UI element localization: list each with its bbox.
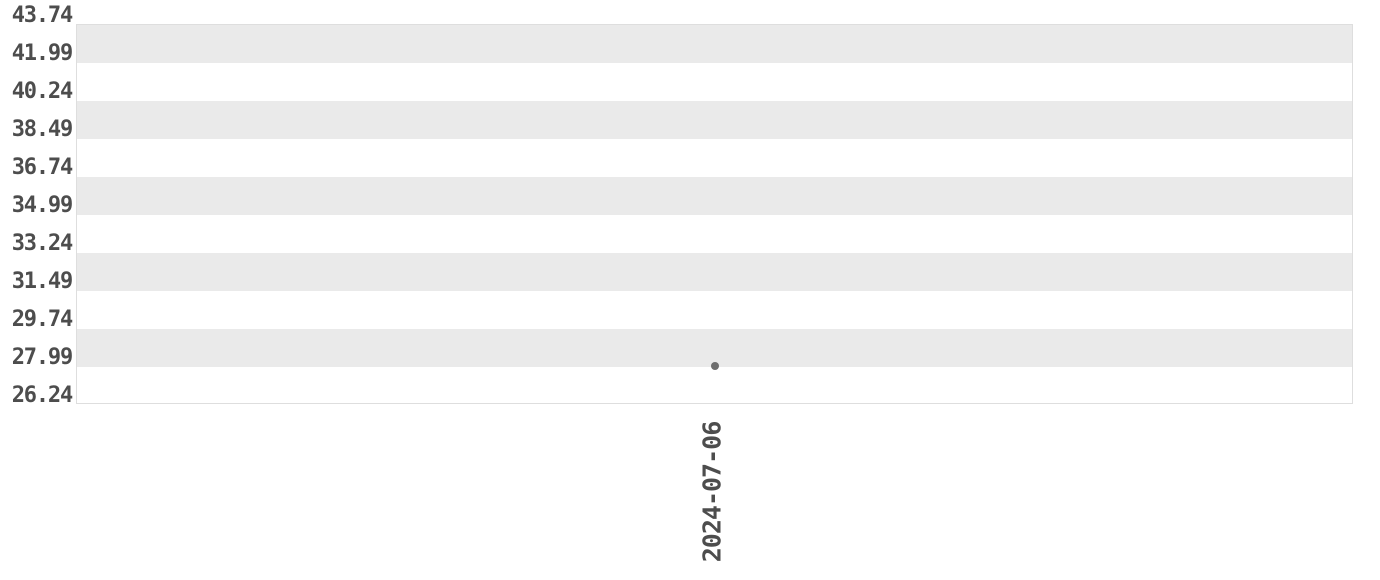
- y-axis-tick-label: 33.24: [11, 231, 73, 256]
- y-axis-tick-label: 38.49: [11, 117, 73, 142]
- plot-area: [76, 24, 1353, 404]
- y-axis-tick-label: 41.99: [11, 41, 73, 66]
- y-axis-tick-label: 43.74: [11, 3, 73, 28]
- y-axis-tick-label: 31.49: [11, 269, 73, 294]
- y-axis-tick-label: 34.99: [11, 193, 73, 218]
- y-axis-tick-label: 27.99: [11, 345, 73, 370]
- y-axis-tick-label: 40.24: [11, 79, 73, 104]
- y-axis-tick-label: 29.74: [11, 307, 73, 332]
- x-axis-tick-label: 2024-07-06: [697, 421, 726, 563]
- y-axis-tick-label: 36.74: [11, 155, 73, 180]
- data-point-marker: [710, 362, 719, 371]
- y-axis-tick-label: 26.24: [11, 383, 73, 408]
